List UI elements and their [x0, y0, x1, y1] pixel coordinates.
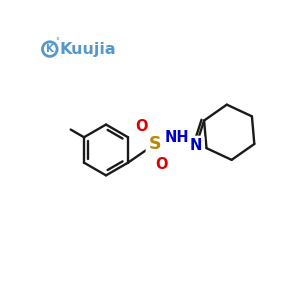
Text: S: S — [149, 135, 161, 153]
Text: O: O — [135, 118, 148, 134]
Text: O: O — [155, 157, 168, 172]
Text: N: N — [190, 138, 202, 153]
Text: °: ° — [55, 37, 59, 46]
Text: Kuujia: Kuujia — [60, 42, 116, 57]
Text: NH: NH — [164, 130, 189, 145]
Text: K: K — [46, 44, 54, 54]
